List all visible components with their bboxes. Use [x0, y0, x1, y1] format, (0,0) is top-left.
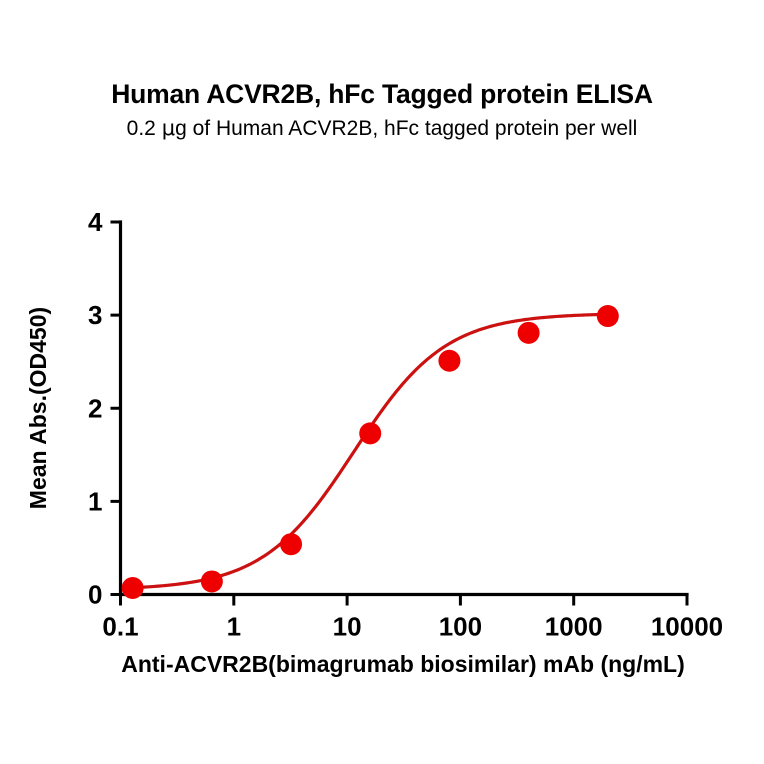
y-tick-label: 4 [88, 207, 103, 237]
x-axis-title: Anti-ACVR2B(bimagrumab biosimilar) mAb (… [121, 651, 685, 677]
data-point [121, 576, 144, 599]
y-tick-label: 0 [88, 580, 102, 610]
y-tick-label: 1 [88, 486, 102, 516]
data-point [200, 570, 223, 593]
data-point [280, 533, 303, 556]
chart-subtitle-pre: 0.2 [126, 117, 162, 140]
y-axis-title: Mean Abs.(OD450) [25, 307, 51, 509]
chart-title: Human ACVR2B, hFc Tagged protein ELISA [111, 79, 653, 109]
dose-response-curve [131, 312, 610, 590]
x-tick-label: 100 [439, 612, 482, 642]
y-tick-label: 2 [88, 393, 102, 423]
x-axis-tick-labels: 0.1 1 10 100 1000 10000 [102, 612, 723, 642]
x-tick-label: 1000 [545, 612, 603, 642]
title-block: Human ACVR2B, hFc Tagged protein ELISA 0… [0, 78, 764, 143]
data-point [359, 422, 382, 445]
x-tick-label: 10000 [651, 612, 723, 642]
data-point [596, 305, 619, 328]
chart-subtitle: 0.2 μg of Human ACVR2B, hFc tagged prote… [0, 114, 764, 143]
x-tick-label: 1 [227, 612, 241, 642]
data-point [438, 349, 461, 372]
chart-subtitle-post: g of Human ACVR2B, hFc tagged protein pe… [175, 117, 638, 140]
y-tick-label: 3 [88, 300, 102, 330]
y-axis-tick-labels: 0 1 2 3 4 [88, 207, 103, 610]
data-point [517, 321, 540, 344]
micro-symbol: μ [161, 116, 176, 140]
x-tick-label: 0.1 [102, 612, 138, 642]
x-axis-ticks [119, 594, 689, 606]
x-tick-label: 10 [333, 612, 362, 642]
y-axis-ticks [110, 220, 121, 596]
data-point-markers [121, 305, 619, 599]
